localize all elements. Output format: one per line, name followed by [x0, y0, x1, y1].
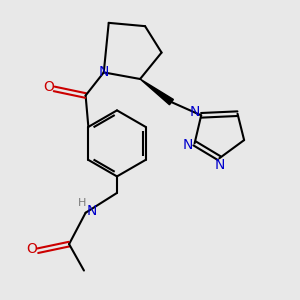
Text: N: N: [86, 204, 97, 218]
Text: N: N: [183, 138, 193, 152]
Text: N: N: [99, 65, 109, 80]
Text: N: N: [190, 105, 200, 119]
Text: N: N: [214, 158, 224, 172]
Polygon shape: [140, 79, 173, 105]
Text: O: O: [43, 80, 54, 94]
Text: H: H: [78, 199, 86, 208]
Text: O: O: [26, 242, 37, 256]
